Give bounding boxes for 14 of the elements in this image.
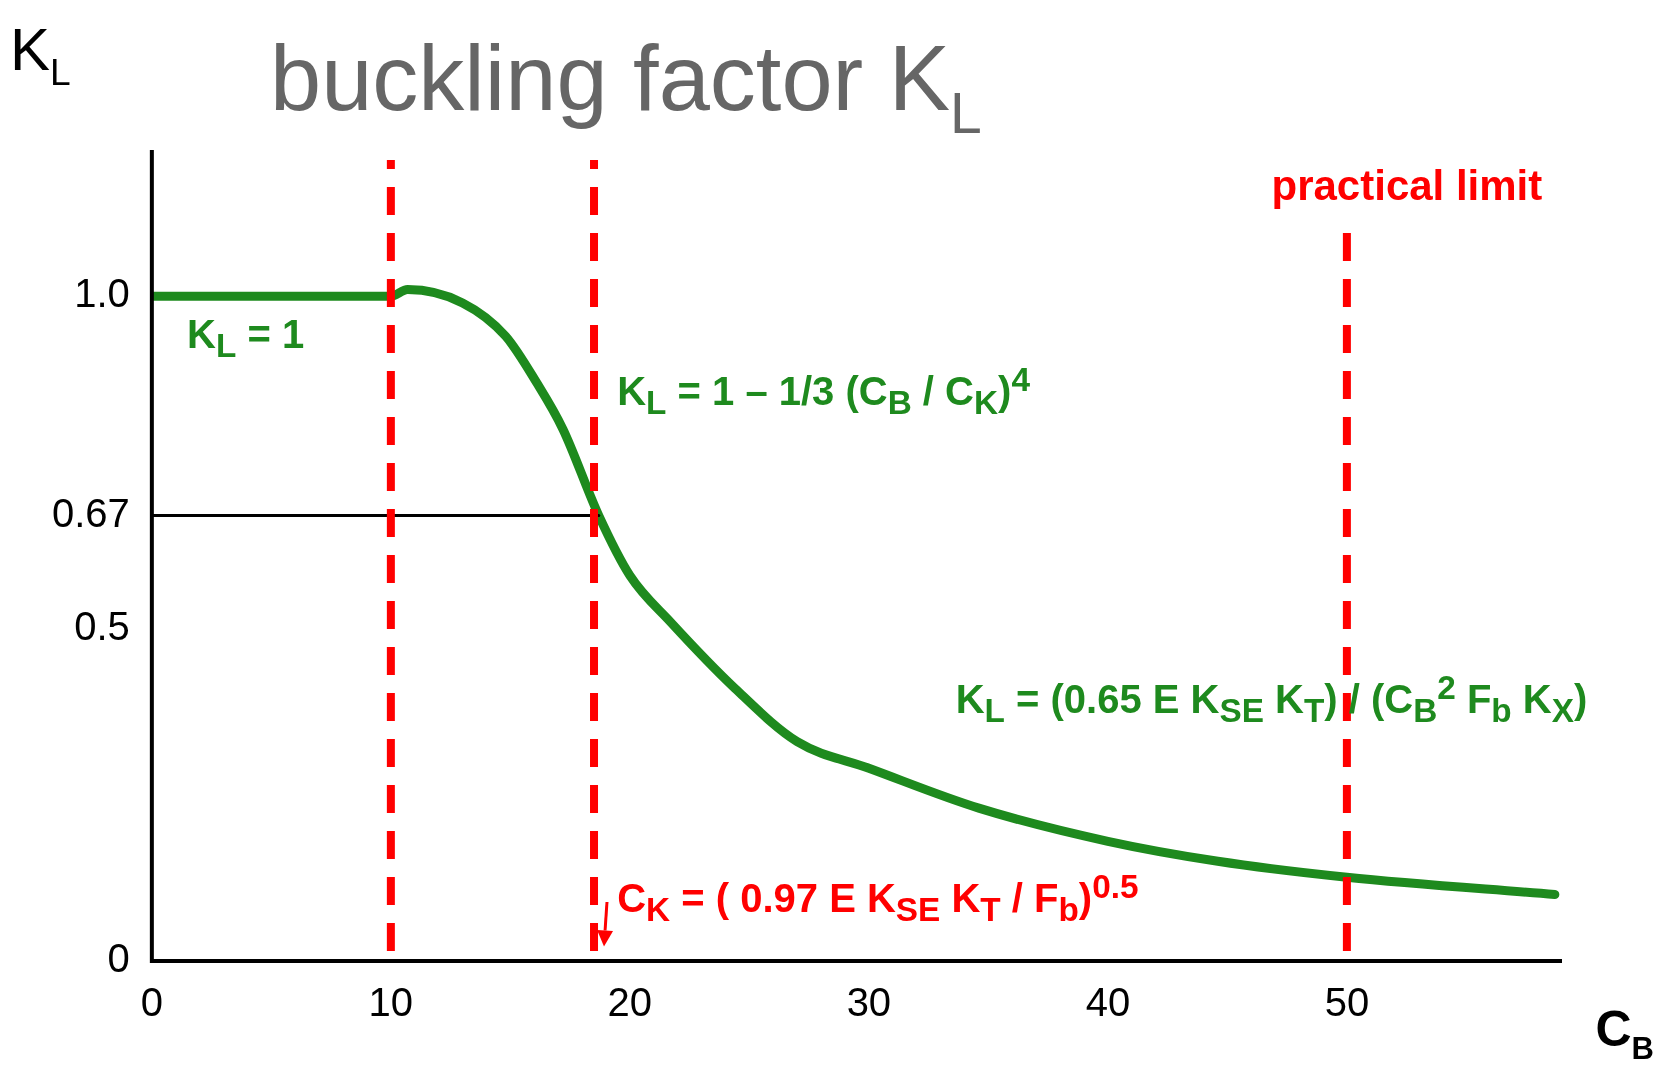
ref-line-label: practical limit xyxy=(1271,162,1543,209)
x-tick-label: 50 xyxy=(1324,980,1370,1025)
y-tick-label: 0.5 xyxy=(74,603,130,648)
y-tick-label: 0.67 xyxy=(51,490,130,535)
x-tick-label: 30 xyxy=(846,980,892,1025)
x-tick-label: 40 xyxy=(1085,980,1131,1025)
annotation: K$_{L}$ = 1 xyxy=(187,312,305,366)
x-tick-label: 20 xyxy=(607,980,653,1025)
y-tick-label: 1.0 xyxy=(74,271,130,316)
x-tick-label: 10 xyxy=(368,980,414,1025)
x-tick-label: 0 xyxy=(140,980,163,1025)
y-tick-label: 0 xyxy=(107,936,130,981)
text: C$_{K}$ = ( 0.97 E K$_{SE}$ K$_{T}$ / F$_{b}$)$^{0.5}$ xyxy=(617,867,1139,929)
annotation: K$_{L}$ = 1 – 1/3 (C$_{B}$ / C$_{K}$)$^{4}$ xyxy=(617,360,1030,423)
